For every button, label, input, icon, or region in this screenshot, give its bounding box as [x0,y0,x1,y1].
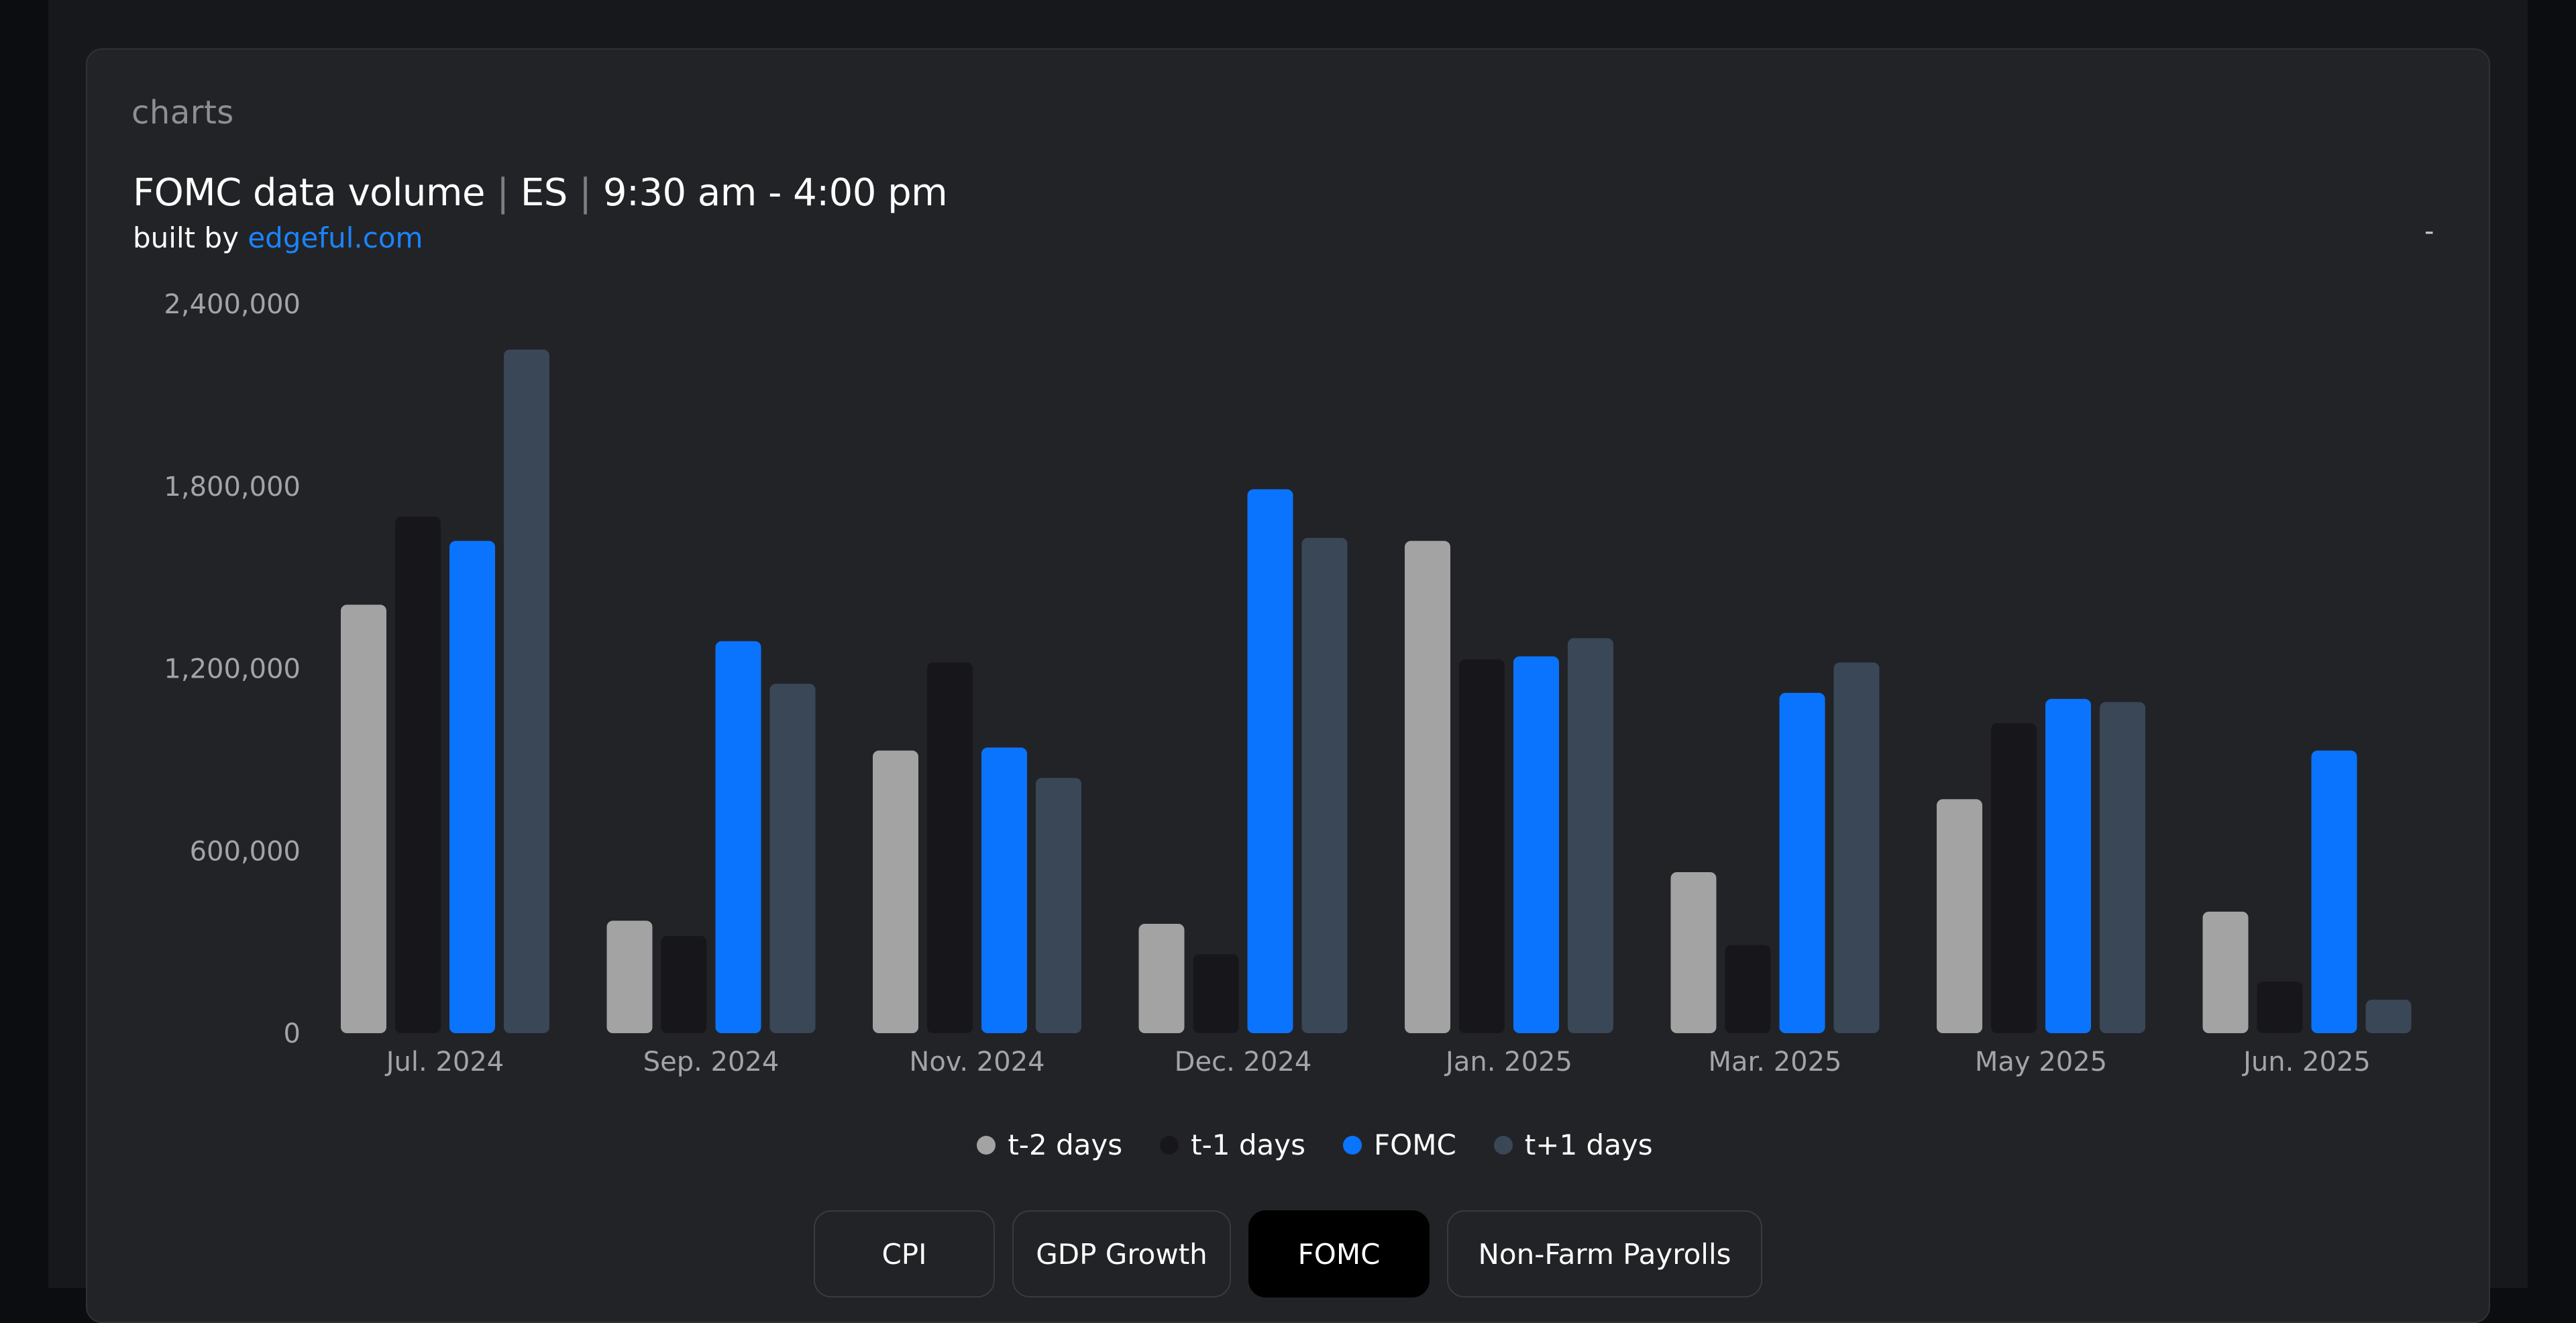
bar[interactable] [2365,1000,2412,1033]
bar[interactable] [1568,638,1613,1033]
bar[interactable] [1833,662,1880,1033]
bar[interactable] [927,662,973,1033]
x-tick-label: Sep. 2024 [643,1047,780,1077]
tab-fomc[interactable]: FOMC [1248,1210,1430,1298]
chart-legend: t-2 days t-1 days FOMC t+1 days [939,1128,1690,1161]
bar[interactable] [2202,911,2249,1033]
bar[interactable] [661,936,707,1033]
bar[interactable] [1193,954,1239,1033]
title-separator: | [496,171,509,215]
bar[interactable] [1138,923,1185,1033]
legend-item-fomc[interactable]: FOMC [1343,1128,1456,1161]
bar[interactable] [981,747,1027,1033]
y-tick-label: 600,000 [190,836,301,867]
x-tick-label: Jul. 2024 [384,1047,504,1077]
tab-gdp-growth[interactable]: GDP Growth [1012,1210,1231,1298]
legend-dot-icon [977,1135,996,1155]
y-tick-label: 1,800,000 [164,472,301,502]
bar[interactable] [1459,659,1505,1033]
legend-label: t-2 days [1008,1128,1123,1161]
bar[interactable] [873,750,918,1033]
bar[interactable] [1991,723,2037,1033]
bar[interactable] [395,517,441,1033]
bar[interactable] [715,641,761,1033]
y-tick-label: 1,200,000 [164,654,301,685]
bar[interactable] [2100,702,2145,1033]
bar[interactable] [504,349,549,1033]
bar[interactable] [2045,698,2091,1033]
legend-item-t-1-days[interactable]: t-1 days [1160,1128,1305,1161]
bar[interactable] [1247,489,1293,1033]
legend-label: FOMC [1374,1128,1456,1161]
built-by-label: built by [133,221,239,254]
collapse-icon[interactable]: - [2424,216,2434,247]
built-by-line: built by edgeful.com [133,221,423,254]
x-tick-label: Nov. 2024 [909,1047,1044,1077]
tab-non-farm-payrolls[interactable]: Non-Farm Payrolls [1447,1210,1762,1298]
section-label: charts [131,94,234,131]
bar[interactable] [1937,799,1982,1033]
edgeful-link[interactable]: edgeful.com [248,221,423,254]
x-tick-label: Mar. 2025 [1708,1047,1841,1077]
legend-label: t+1 days [1524,1128,1653,1161]
bar[interactable] [1301,537,1348,1033]
bar[interactable] [2257,982,2303,1033]
bar[interactable] [606,920,653,1033]
title-separator: | [579,171,592,215]
x-tick-label: Jun. 2025 [2241,1047,2371,1077]
title-metric: FOMC data volume [133,171,485,215]
legend-item-t-2-days[interactable]: t-2 days [977,1128,1122,1161]
bar[interactable] [1036,778,1081,1033]
y-tick-label: 0 [284,1018,301,1049]
y-tick-label: 2,400,000 [164,289,301,320]
legend-item-t-plus-1-days[interactable]: t+1 days [1493,1128,1653,1161]
legend-label: t-1 days [1191,1128,1306,1161]
bar[interactable] [1670,871,1717,1033]
bar-chart: 0 600,000 1,200,000 1,800,000 2,400,000 Jul. … [164,289,2412,1077]
bar[interactable] [769,684,816,1033]
bar[interactable] [1779,692,1825,1033]
tab-cpi[interactable]: CPI [814,1210,995,1298]
bar[interactable] [341,604,386,1033]
chart-title: FOMC data volume | ES | 9:30 am - 4:00 p… [133,171,948,215]
title-session: 9:30 am - 4:00 pm [602,171,948,215]
bar[interactable] [2311,750,2357,1033]
bar[interactable] [1513,656,1559,1033]
legend-dot-icon [1343,1135,1362,1155]
legend-dot-icon [1160,1135,1179,1155]
x-tick-label: May 2025 [1975,1047,2107,1077]
legend-dot-icon [1493,1135,1513,1155]
x-tick-label: Dec. 2024 [1175,1047,1312,1077]
event-tabs: CPI GDP Growth FOMC Non-Farm Payrolls [814,1210,1762,1298]
x-tick-label: Jan. 2025 [1444,1047,1572,1077]
bar[interactable] [1405,541,1450,1033]
title-symbol: ES [520,171,568,215]
bar[interactable] [1725,945,1771,1033]
bar[interactable] [449,541,495,1033]
